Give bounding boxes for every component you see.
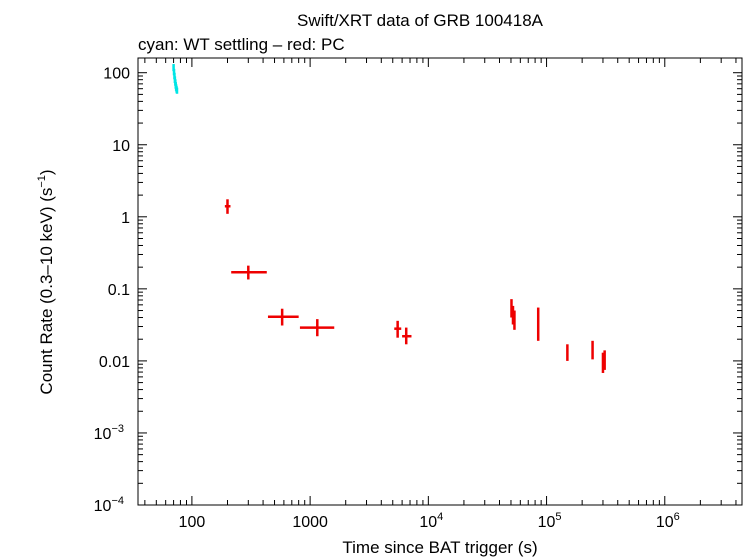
data-point [299, 319, 335, 337]
data-point [513, 310, 516, 330]
y-tick-label: 10−4 [94, 495, 124, 515]
data-point [402, 327, 412, 345]
x-axis-label: Time since BAT trigger (s) [342, 538, 537, 557]
x-tick-label-base: 10 [419, 514, 437, 531]
x-tick-label-base: 10 [656, 514, 674, 531]
series-pc [224, 199, 606, 373]
y-axis-label-exponent: −1 [36, 175, 48, 188]
x-tick-label-exponent: 4 [437, 511, 443, 523]
x-tick-label: 100 [179, 514, 206, 531]
chart-title: Swift/XRT data of GRB 100418A [297, 11, 544, 30]
x-tick-label-base: 1000 [292, 514, 328, 531]
y-tick-label: 0.1 [108, 282, 130, 299]
y-tick-label-base: 10 [112, 138, 130, 155]
data-point [591, 340, 594, 360]
data-point [267, 308, 299, 326]
y-tick-label: 1 [121, 210, 130, 227]
y-tick-label: 10−3 [94, 423, 124, 443]
x-tick-label: 106 [656, 511, 680, 531]
x-tick-label-base: 10 [538, 514, 556, 531]
series-wt-settling [172, 64, 179, 94]
data-point [536, 307, 540, 341]
x-tick-label-base: 100 [179, 514, 206, 531]
y-tick-label-base: 0.1 [108, 282, 130, 299]
y-tick-label-base: 10 [94, 498, 112, 515]
x-tick-label: 104 [419, 511, 443, 531]
data-marks [172, 64, 606, 373]
y-tick-label: 100 [103, 66, 130, 83]
x-tick-label-exponent: 5 [555, 511, 561, 523]
data-point [603, 350, 606, 370]
plot-frame [137, 57, 743, 506]
y-tick-label: 10 [112, 138, 130, 155]
data-point [566, 344, 569, 361]
y-tick-label: 0.01 [99, 354, 130, 371]
data-point [601, 352, 605, 373]
x-tick-label-exponent: 6 [674, 511, 680, 523]
y-tick-label-base: 10 [94, 426, 112, 443]
data-point [394, 320, 402, 338]
y-axis-label-main: Count Rate (0.3–10 keV) (s [37, 188, 56, 395]
chart-subtitle: cyan: WT settling – red: PC [138, 35, 345, 54]
y-tick-label-base: 0.01 [99, 354, 130, 371]
data-point [231, 265, 267, 280]
y-axis-label: Count Rate (0.3–10 keV) (s−1) [36, 169, 56, 394]
y-tick-label-base: 1 [121, 210, 130, 227]
x-tick-label: 1000 [292, 514, 328, 531]
data-point [224, 199, 231, 214]
x-tick-label: 105 [538, 511, 562, 531]
y-tick-label-base: 100 [103, 66, 130, 83]
y-axis-label-end: ) [37, 169, 56, 175]
y-tick-label-exponent: −3 [111, 423, 124, 435]
y-tick-label-exponent: −4 [111, 495, 124, 507]
